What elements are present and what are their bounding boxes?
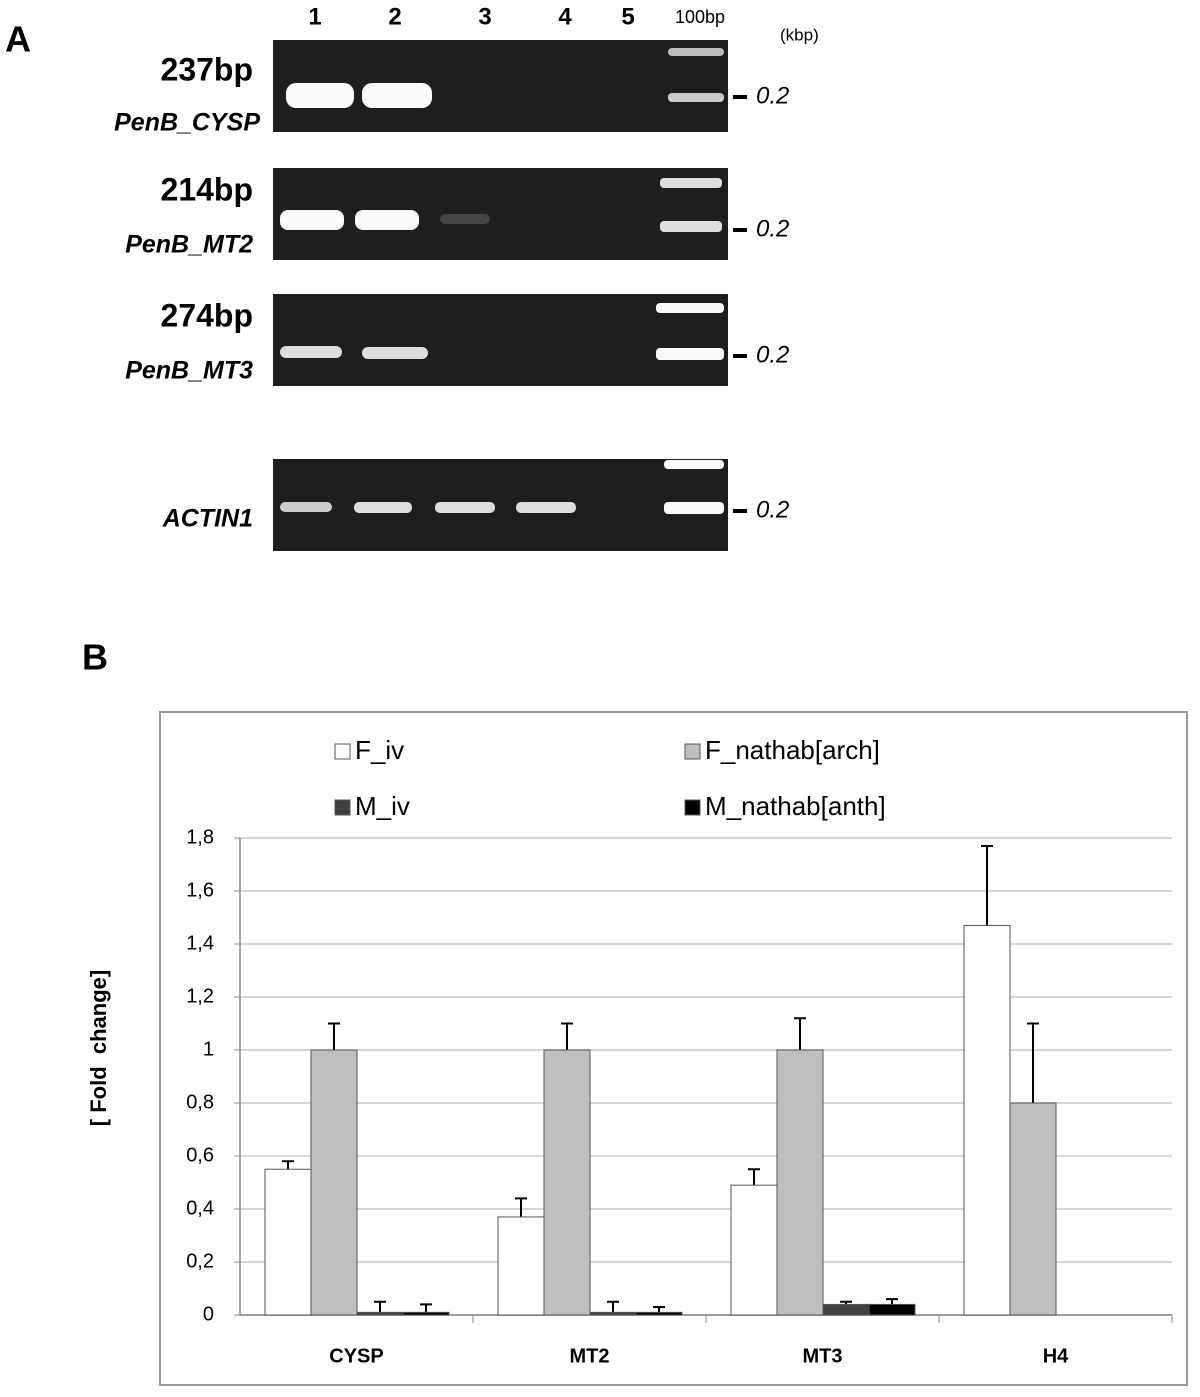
bar bbox=[635, 1311, 683, 1316]
band bbox=[280, 502, 332, 512]
bar bbox=[1009, 1102, 1057, 1316]
panel-label: B bbox=[82, 637, 108, 678]
error-bar bbox=[282, 1160, 294, 1170]
band bbox=[280, 210, 344, 230]
unit-label: (kbp) bbox=[780, 25, 819, 44]
error-bar bbox=[561, 1022, 573, 1050]
band bbox=[362, 347, 428, 359]
band bbox=[280, 346, 342, 358]
x-tick-label: CYSP bbox=[329, 1345, 383, 1367]
bar bbox=[497, 1216, 545, 1316]
band bbox=[435, 502, 495, 513]
gene-label: PenB_MT2 bbox=[125, 231, 253, 259]
error-bar bbox=[981, 844, 993, 926]
error-bar bbox=[748, 1168, 760, 1186]
ladder-band bbox=[668, 48, 724, 56]
y-tick-label: 0,2 bbox=[186, 1250, 214, 1272]
gel bbox=[273, 459, 728, 551]
lane-label: 2 bbox=[388, 3, 401, 30]
x-tick-label: MT3 bbox=[803, 1345, 843, 1367]
error-bar bbox=[886, 1298, 898, 1305]
error-bar bbox=[653, 1306, 665, 1313]
legend-swatch bbox=[684, 743, 701, 760]
bar bbox=[963, 924, 1011, 1316]
ladder-band bbox=[656, 348, 724, 360]
error-bar bbox=[328, 1022, 340, 1050]
y-tick-label: 1 bbox=[203, 1038, 214, 1060]
lane-label: 3 bbox=[478, 3, 491, 30]
marker-label: 0.2 bbox=[756, 82, 789, 109]
gel bbox=[273, 168, 728, 260]
x-tick-label: H4 bbox=[1043, 1345, 1069, 1367]
band bbox=[362, 83, 432, 108]
lane-label: 4 bbox=[558, 3, 572, 30]
x-tick-label: MT2 bbox=[570, 1345, 610, 1367]
legend-swatch bbox=[334, 799, 351, 816]
bar bbox=[402, 1311, 450, 1316]
gene-label: PenB_MT3 bbox=[125, 357, 253, 385]
band bbox=[354, 502, 412, 513]
error-bar bbox=[420, 1303, 432, 1313]
bar bbox=[356, 1311, 404, 1316]
y-tick-label: 1,8 bbox=[186, 826, 214, 848]
ladder-band bbox=[660, 221, 722, 232]
bar bbox=[310, 1049, 358, 1316]
y-tick-label: 1,2 bbox=[186, 985, 214, 1007]
lane-label: 1 bbox=[308, 3, 321, 30]
bands bbox=[280, 48, 724, 514]
ladder-band bbox=[664, 460, 724, 469]
error-bar bbox=[1027, 1022, 1039, 1103]
legend-swatch bbox=[684, 799, 701, 816]
legend-swatch bbox=[334, 743, 351, 760]
y-tick-label: 1,4 bbox=[186, 932, 214, 954]
legend-label: F_iv bbox=[355, 735, 404, 765]
band bbox=[286, 83, 354, 108]
ladder-band bbox=[668, 93, 724, 102]
legend-label: M_iv bbox=[355, 791, 410, 821]
band bbox=[440, 214, 490, 224]
y-axis-label: [ Fold change] bbox=[86, 970, 111, 1126]
y-tick-label: 0,8 bbox=[186, 1091, 214, 1113]
marker-label: 0.2 bbox=[756, 215, 789, 242]
gene-label: ACTIN1 bbox=[162, 505, 253, 533]
ladder-band bbox=[660, 178, 722, 188]
gel bbox=[273, 294, 728, 386]
marker-label: 0.2 bbox=[756, 341, 789, 368]
band bbox=[355, 210, 419, 230]
y-tick-label: 1,6 bbox=[186, 879, 214, 901]
size-label: 274bp bbox=[161, 297, 253, 333]
bar bbox=[868, 1303, 916, 1316]
bar bbox=[264, 1168, 312, 1316]
ladder-band bbox=[664, 502, 724, 514]
lane-label: 5 bbox=[621, 3, 634, 30]
legend-label: M_nathab[anth] bbox=[705, 791, 886, 821]
bar bbox=[776, 1049, 824, 1316]
error-bar bbox=[794, 1017, 806, 1050]
size-label: 237bp bbox=[161, 51, 253, 87]
chart-frame bbox=[159, 711, 1188, 1386]
legend-label: F_nathab[arch] bbox=[705, 735, 880, 765]
gels bbox=[273, 40, 728, 551]
bar bbox=[589, 1311, 637, 1316]
bar bbox=[730, 1184, 778, 1316]
y-tick-label: 0,4 bbox=[186, 1197, 214, 1219]
lane-label: 100bp bbox=[675, 7, 725, 27]
ladder-band bbox=[656, 303, 724, 313]
band bbox=[516, 502, 576, 513]
error-bar bbox=[374, 1300, 386, 1313]
bar bbox=[822, 1303, 870, 1316]
bar bbox=[543, 1049, 591, 1316]
size-label: 214bp bbox=[161, 171, 253, 207]
error-bar bbox=[515, 1197, 527, 1217]
marker-label: 0.2 bbox=[756, 496, 789, 523]
y-tick-label: 0,6 bbox=[186, 1144, 214, 1166]
error-bar bbox=[607, 1300, 619, 1313]
panel-label: A bbox=[5, 19, 31, 60]
gene-label: PenB_CYSP bbox=[114, 109, 260, 137]
y-tick-label: 0 bbox=[203, 1303, 214, 1325]
